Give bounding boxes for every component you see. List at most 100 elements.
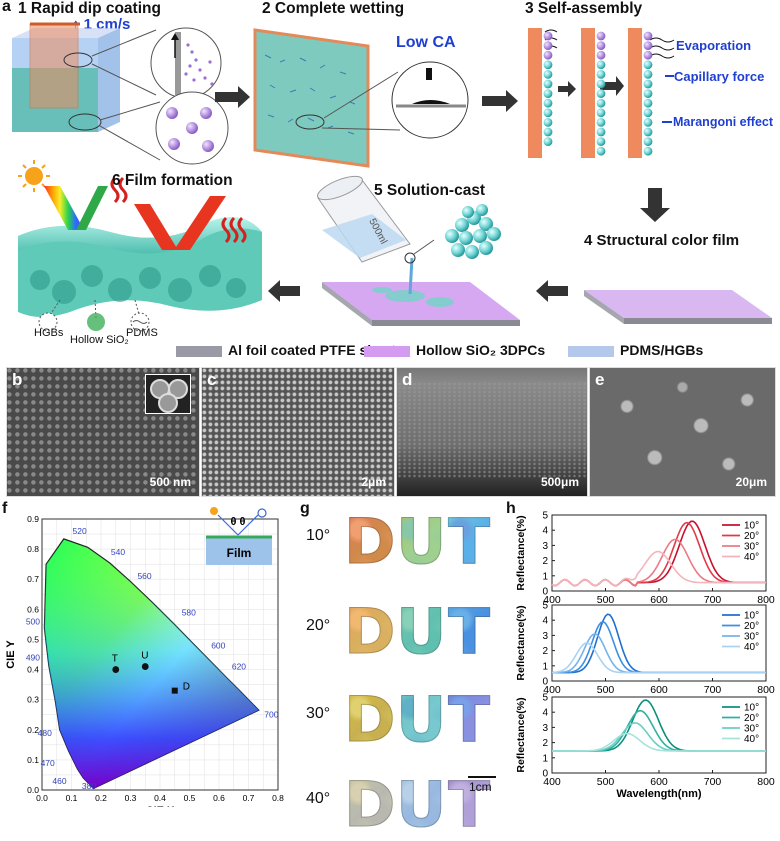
plot-frame — [41, 518, 279, 791]
step4-title: 4 Structural color film — [584, 232, 740, 249]
assembly-sphere — [596, 60, 606, 70]
scale-label-g: 1cm — [469, 780, 492, 794]
legend-label: 30° — [744, 632, 759, 643]
legend-label: 30° — [744, 542, 759, 553]
angle-label-2: 20° — [306, 617, 331, 634]
panel-label-f: f — [2, 500, 8, 517]
assembly-sphere — [643, 60, 653, 70]
assembly-sphere — [643, 118, 653, 127]
wavelength-label: 470 — [41, 758, 55, 768]
assembly-sphere — [643, 50, 653, 60]
sem-inset — [145, 374, 191, 414]
y-tick-label: 0.4 — [27, 665, 39, 675]
sem-scale-c: 2μm — [361, 475, 386, 489]
photo-letter-u-3: U — [395, 683, 447, 756]
film-label: Film — [227, 546, 252, 560]
photo-letter-u-1: U — [395, 505, 447, 578]
x-tick-label: 0.1 — [66, 793, 78, 803]
wavelength-label: 580 — [182, 607, 196, 617]
step6-title: 6 Film formation — [112, 172, 233, 189]
arrow-3-4 — [640, 188, 670, 222]
panel-a-illustration — [12, 22, 772, 332]
x-tick-label: 800 — [757, 776, 775, 788]
wavelength-label: 700 — [264, 710, 278, 720]
x-tick-label: 0.0 — [36, 793, 48, 803]
assembly-sphere — [543, 118, 553, 127]
cie-point-label: U — [141, 651, 148, 662]
assembly-sphere — [596, 41, 606, 50]
step1-title: 1 Rapid dip coating — [18, 0, 161, 17]
panel-label-a: a — [2, 0, 11, 15]
theta-label: θ θ — [231, 516, 246, 528]
panel-label-g: g — [300, 500, 310, 517]
legend-label-al-foil: Al foil coated PTFE sheet — [228, 342, 397, 358]
cie-point-u — [141, 663, 149, 670]
arrow-1-2 — [215, 86, 250, 108]
zoom-circle-1 — [150, 27, 222, 99]
y-tick-label: 4 — [542, 526, 548, 537]
legend-label: 20° — [744, 621, 759, 632]
x-tick-label: 600 — [650, 684, 668, 696]
x-tick-label: 0.5 — [184, 793, 196, 803]
solution-cast-illustration — [317, 175, 520, 326]
spectrum-line-1-4 — [551, 550, 766, 587]
wavelength-label: 480 — [38, 728, 52, 738]
x-tick-label: 0.7 — [243, 793, 255, 803]
scale-bar-g — [468, 776, 496, 778]
sem-scale-b: 500 nm — [149, 475, 191, 489]
assembly-sphere — [643, 70, 653, 79]
wavelength-label: 600 — [211, 640, 225, 650]
legend-label: 10° — [744, 611, 759, 622]
assembly-sphere — [596, 98, 606, 108]
wavelength-label: 380 — [82, 781, 96, 791]
arrow-5-6 — [268, 280, 300, 302]
capillary-label: Capillary force — [674, 69, 765, 84]
cie-point-label: D — [183, 682, 190, 693]
assembly-sphere — [643, 108, 653, 118]
assembly-sphere — [643, 31, 653, 41]
x-tick-label: 800 — [757, 594, 775, 606]
x-tick-label: 400 — [543, 776, 561, 788]
y-tick-label: 0 — [542, 587, 548, 598]
photo-letter-t-1: T — [447, 505, 491, 578]
x-tick-label: 700 — [704, 684, 722, 696]
sem-image-c: c 2μm — [201, 367, 395, 497]
y-tick-label: 0.2 — [27, 725, 39, 735]
legend-label: 40° — [744, 734, 759, 745]
photo-letter-d-1: D — [343, 505, 396, 578]
spectrum-line-3-4 — [552, 732, 766, 752]
x-tick-label: 400 — [543, 684, 561, 696]
assembly-sphere — [643, 137, 653, 147]
legend-label-hollow-sio2: Hollow SiO₂ 3DPCs — [416, 342, 546, 358]
y-tick-label: 5 — [542, 693, 548, 704]
panel-label-h: h — [506, 500, 516, 517]
legend-label: 20° — [744, 713, 759, 724]
structural-color-film — [584, 290, 772, 324]
legend-swatch-pdms-hgbs — [568, 345, 614, 357]
assembly-sphere — [596, 146, 606, 156]
assembly-sphere — [543, 60, 553, 70]
photo-letter-t-2: T — [447, 595, 491, 668]
wavelength-label: 490 — [26, 653, 40, 663]
assembly-sphere — [596, 118, 606, 127]
legend-label: 30° — [744, 724, 759, 735]
particle-cluster — [445, 204, 501, 259]
sem-scale-e: 20μm — [735, 475, 767, 489]
x-tick-label: 400 — [543, 594, 561, 606]
assembly-sphere — [596, 50, 606, 60]
assembly-sphere — [596, 89, 606, 98]
photo-letter-u-2: U — [395, 595, 447, 668]
y-tick-label: 5 — [542, 601, 548, 612]
self-assembly-illustration — [528, 28, 675, 158]
y-tick-label: 1 — [542, 753, 548, 764]
film-formation-illustration — [18, 160, 262, 332]
spectrum-line-2-4 — [551, 642, 766, 674]
y-axis-label: CIE Y — [5, 640, 17, 669]
y-tick-label: 0.3 — [27, 695, 39, 705]
evaporation-label: Evaporation — [676, 38, 752, 53]
y-tick-label: 5 — [542, 511, 548, 522]
legend-label: 10° — [744, 521, 759, 532]
assembly-sphere — [643, 127, 653, 137]
assembly-sphere — [643, 98, 653, 108]
sem-texture — [397, 382, 587, 478]
